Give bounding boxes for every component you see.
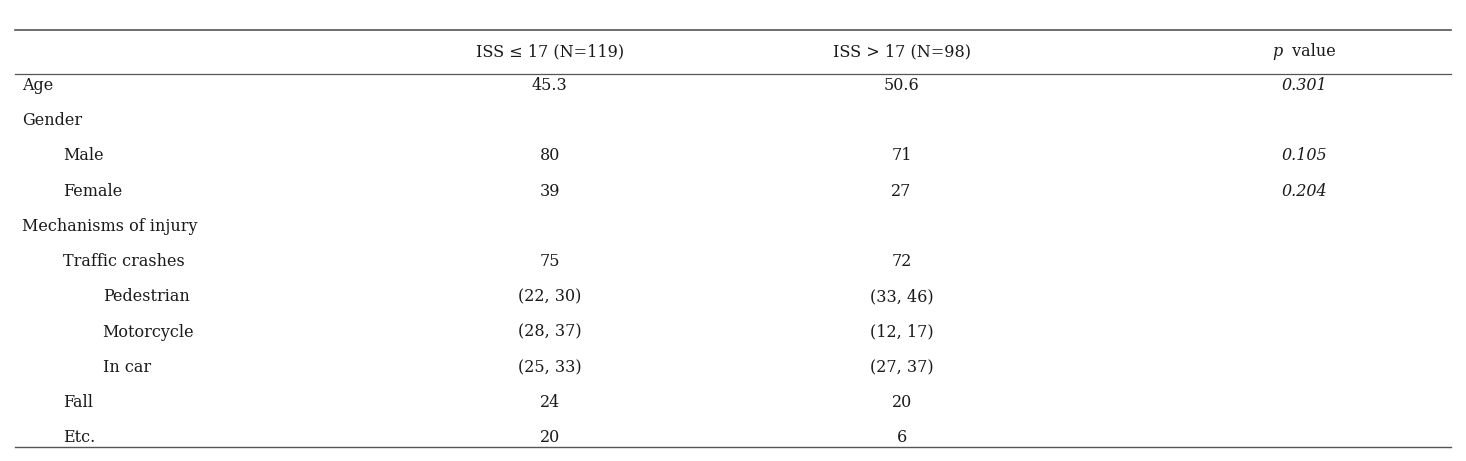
Text: 0.301: 0.301 — [1281, 77, 1328, 94]
Text: In car: In car — [103, 359, 151, 376]
Text: 6: 6 — [897, 430, 906, 446]
Text: 27: 27 — [891, 183, 912, 200]
Text: Age: Age — [22, 77, 53, 94]
Text: Fall: Fall — [63, 394, 92, 411]
Text: 0.105: 0.105 — [1281, 148, 1328, 164]
Text: ISS > 17 (N=98): ISS > 17 (N=98) — [833, 43, 970, 60]
Text: (12, 17): (12, 17) — [869, 324, 934, 341]
Text: 24: 24 — [539, 394, 560, 411]
Text: 39: 39 — [539, 183, 560, 200]
Text: 72: 72 — [891, 253, 912, 270]
Text: 75: 75 — [539, 253, 560, 270]
Text: ISS ≤ 17 (N=119): ISS ≤ 17 (N=119) — [475, 43, 625, 60]
Text: Motorcycle: Motorcycle — [103, 324, 194, 341]
Text: 20: 20 — [891, 394, 912, 411]
Text: (27, 37): (27, 37) — [869, 359, 934, 376]
Text: Male: Male — [63, 148, 104, 164]
Text: Gender: Gender — [22, 112, 82, 129]
Text: Traffic crashes: Traffic crashes — [63, 253, 185, 270]
Text: 50.6: 50.6 — [884, 77, 919, 94]
Text: (25, 33): (25, 33) — [517, 359, 582, 376]
Text: p: p — [1272, 43, 1283, 60]
Text: 71: 71 — [891, 148, 912, 164]
Text: Mechanisms of injury: Mechanisms of injury — [22, 218, 198, 235]
Text: 45.3: 45.3 — [532, 77, 567, 94]
Text: Pedestrian: Pedestrian — [103, 289, 189, 305]
Text: (22, 30): (22, 30) — [517, 289, 582, 305]
Text: Etc.: Etc. — [63, 430, 95, 446]
Text: (28, 37): (28, 37) — [517, 324, 582, 341]
Text: (33, 46): (33, 46) — [869, 289, 934, 305]
Text: 80: 80 — [539, 148, 560, 164]
Text: 20: 20 — [539, 430, 560, 446]
Text: value: value — [1287, 43, 1336, 60]
Text: Female: Female — [63, 183, 122, 200]
Text: 0.204: 0.204 — [1281, 183, 1328, 200]
